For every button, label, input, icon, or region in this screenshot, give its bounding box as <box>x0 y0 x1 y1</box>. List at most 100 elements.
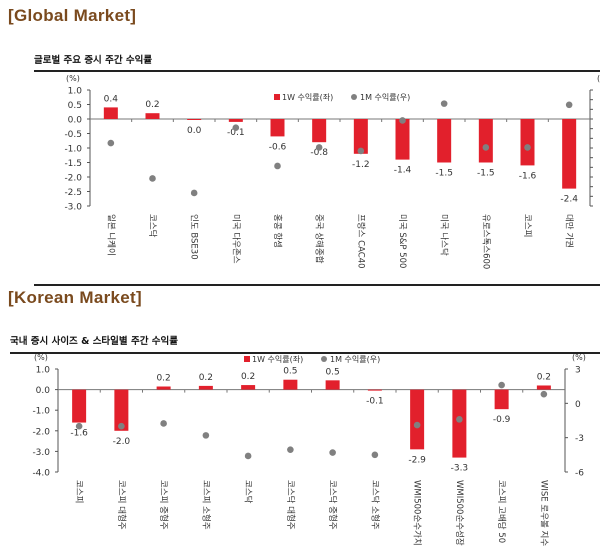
bar-1w <box>187 119 202 120</box>
right-axis-unit: (%) <box>597 74 600 83</box>
bar-data-label: 0.2 <box>537 372 551 382</box>
left-tick-label: -3.0 <box>64 203 82 213</box>
section-title-korean: [Korean Market] <box>8 288 142 307</box>
left-tick-label: -4.0 <box>32 469 50 479</box>
bar-1w <box>395 119 410 160</box>
legend-bar-swatch <box>274 94 280 100</box>
title-rule <box>34 70 600 72</box>
bar-1w <box>410 389 425 450</box>
category-label: WMI500순수성장 <box>454 480 465 546</box>
title-rule <box>10 352 600 354</box>
dot-1m <box>482 144 490 151</box>
left-tick-label: 0.0 <box>36 386 51 396</box>
category-label: 코스피 고배당 50 <box>496 480 507 543</box>
category-label: 코스닥 <box>243 480 254 504</box>
bar-1w <box>145 113 160 119</box>
left-tick-label: -1.5 <box>64 159 82 169</box>
right-tick-label: -6 <box>575 469 584 479</box>
bar-1w <box>114 389 129 431</box>
dot-1m <box>75 422 83 430</box>
legend-dot-swatch <box>351 94 357 100</box>
legend-label-1w: 1W 수익률(좌) <box>282 92 333 102</box>
bar-data-label: -1.6 <box>519 171 537 181</box>
bar-data-label: -1.6 <box>70 429 88 439</box>
bar-1w <box>270 119 285 137</box>
category-label: 미국 다우존스 <box>230 214 240 264</box>
category-label: 코스피 중형주 <box>158 480 168 530</box>
left-axis-unit: (%) <box>34 353 48 362</box>
bar-1w <box>367 389 382 391</box>
dot-1m <box>399 117 406 124</box>
left-tick-label: -1.0 <box>64 145 82 155</box>
bottom-rule <box>34 284 600 286</box>
bar-1w <box>325 380 340 390</box>
category-label: 홍콩 항셍 <box>272 214 283 248</box>
left-tick-label: 1.0 <box>36 366 51 376</box>
left-tick-label: -1.0 <box>32 407 50 417</box>
bar-1w <box>283 379 298 390</box>
dot-1m <box>118 422 125 430</box>
right-axis-unit: (%) <box>572 353 586 362</box>
bar-data-label: 0.0 <box>187 126 202 136</box>
bar-1w <box>520 119 535 166</box>
legend-label-1m: 1M 수익률(우) <box>360 92 410 102</box>
bar-1w <box>452 389 467 458</box>
bar-1w <box>241 385 256 390</box>
bar-1w <box>312 119 327 143</box>
left-tick-label: 0.0 <box>68 116 83 126</box>
dot-1m <box>456 416 463 423</box>
bar-data-label: -1.5 <box>435 169 453 179</box>
category-label: 미국 S&P 500 <box>397 214 407 268</box>
bar-1w <box>478 119 493 163</box>
left-tick-label: -0.5 <box>64 130 82 140</box>
dot-1m <box>413 421 421 429</box>
right-tick-label: -3 <box>575 434 584 444</box>
dot-1m <box>540 390 548 398</box>
bar-1w <box>562 119 577 189</box>
bar-1w <box>536 385 551 390</box>
bar-data-label: -0.9 <box>493 415 511 425</box>
left-tick-label: -2.5 <box>64 188 82 198</box>
bar-1w <box>103 107 118 119</box>
bar-data-label: -2.0 <box>113 437 131 447</box>
bar-data-label: 0.5 <box>325 367 339 377</box>
bar-1w <box>228 119 243 122</box>
bar-data-label: 0.5 <box>283 367 297 377</box>
bar-data-label: -0.6 <box>269 142 287 152</box>
category-label: 코스닥 소형주 <box>369 480 380 530</box>
dot-1m <box>190 189 198 197</box>
left-tick-label: -2.0 <box>64 174 82 184</box>
category-label: WMI500순수가치 <box>412 480 422 546</box>
right-tick-label: 0 <box>575 400 581 410</box>
section-title-global: [Global Market] <box>8 6 137 25</box>
category-label: 코스피 <box>522 214 532 237</box>
dot-1m <box>274 162 281 170</box>
category-label: 미국 나스닥 <box>439 214 450 256</box>
left-tick-label: -2.0 <box>32 427 50 437</box>
bar-data-label: -1.5 <box>477 169 495 179</box>
right-tick-label: 3 <box>575 366 581 376</box>
bar-data-label: -2.9 <box>408 455 426 465</box>
dot-1m <box>440 100 448 107</box>
legend-label-1m: 1M 수익률(우) <box>330 354 380 364</box>
dot-1m <box>329 449 336 456</box>
left-axis-unit: (%) <box>66 74 80 83</box>
bar-data-label: 0.4 <box>104 94 119 104</box>
category-label: 대만 가권 <box>564 214 575 248</box>
bar-1w <box>437 119 452 163</box>
dot-1m <box>371 451 379 459</box>
chart-title-global: 글로벌 주요 증시 주간 수익률 <box>34 55 153 66</box>
bar-data-label: -0.1 <box>366 397 384 407</box>
left-tick-label: 1.0 <box>68 87 83 97</box>
category-label: WISE 로우볼 지수 <box>538 480 549 546</box>
dot-1m <box>565 101 573 109</box>
bar-1w <box>72 389 87 423</box>
dot-1m <box>315 144 323 151</box>
category-label: 유로스톡스600 <box>480 214 490 269</box>
category-label: 중국 상해종합 <box>314 214 325 264</box>
bar-data-label: -2.4 <box>560 195 578 205</box>
dot-1m <box>232 124 240 131</box>
global-chart: 1.0 0.5 0.0 -0.5 -1.0 -1.5 -2.0 -2.5 -3.0 (%) (%) 1… <box>64 74 600 269</box>
bar-data-label: -1.2 <box>352 160 370 170</box>
category-label: 코스피 소형주 <box>200 480 210 530</box>
